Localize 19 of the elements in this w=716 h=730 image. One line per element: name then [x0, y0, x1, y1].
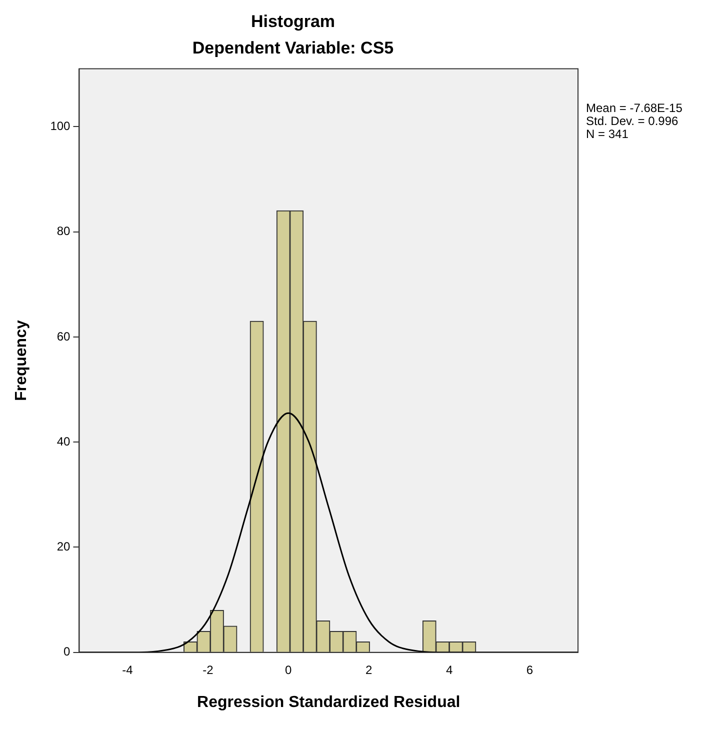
y-tick-label: 20 [56, 540, 71, 554]
x-tick-label: -2 [202, 662, 214, 677]
chart-title: Histogram [250, 12, 336, 31]
text: Mean = -7.68E-15 [586, 101, 683, 116]
x-tick-label: 0 [285, 662, 292, 677]
text: Std. Dev. = 0.996 [586, 114, 678, 128]
y-tick-label: 100 [50, 118, 71, 133]
x-tick-label: 6 [526, 662, 534, 677]
y-tick-label: 0 [64, 644, 71, 659]
text: N = 341 [586, 127, 629, 142]
y-tick-label: 80 [56, 224, 71, 238]
x-axis-title: Regression Standardized Residual [197, 694, 460, 711]
x-tick-label: 2 [365, 662, 372, 677]
y-tick-label: 60 [56, 329, 71, 344]
x-tick-label: -4 [122, 662, 134, 677]
chart-subtitle: Dependent Variable: CS5 [192, 38, 394, 58]
y-tick-label: 40 [56, 434, 71, 448]
x-tick-label: 4 [446, 662, 453, 677]
y-axis-title: Frequency [13, 320, 30, 402]
